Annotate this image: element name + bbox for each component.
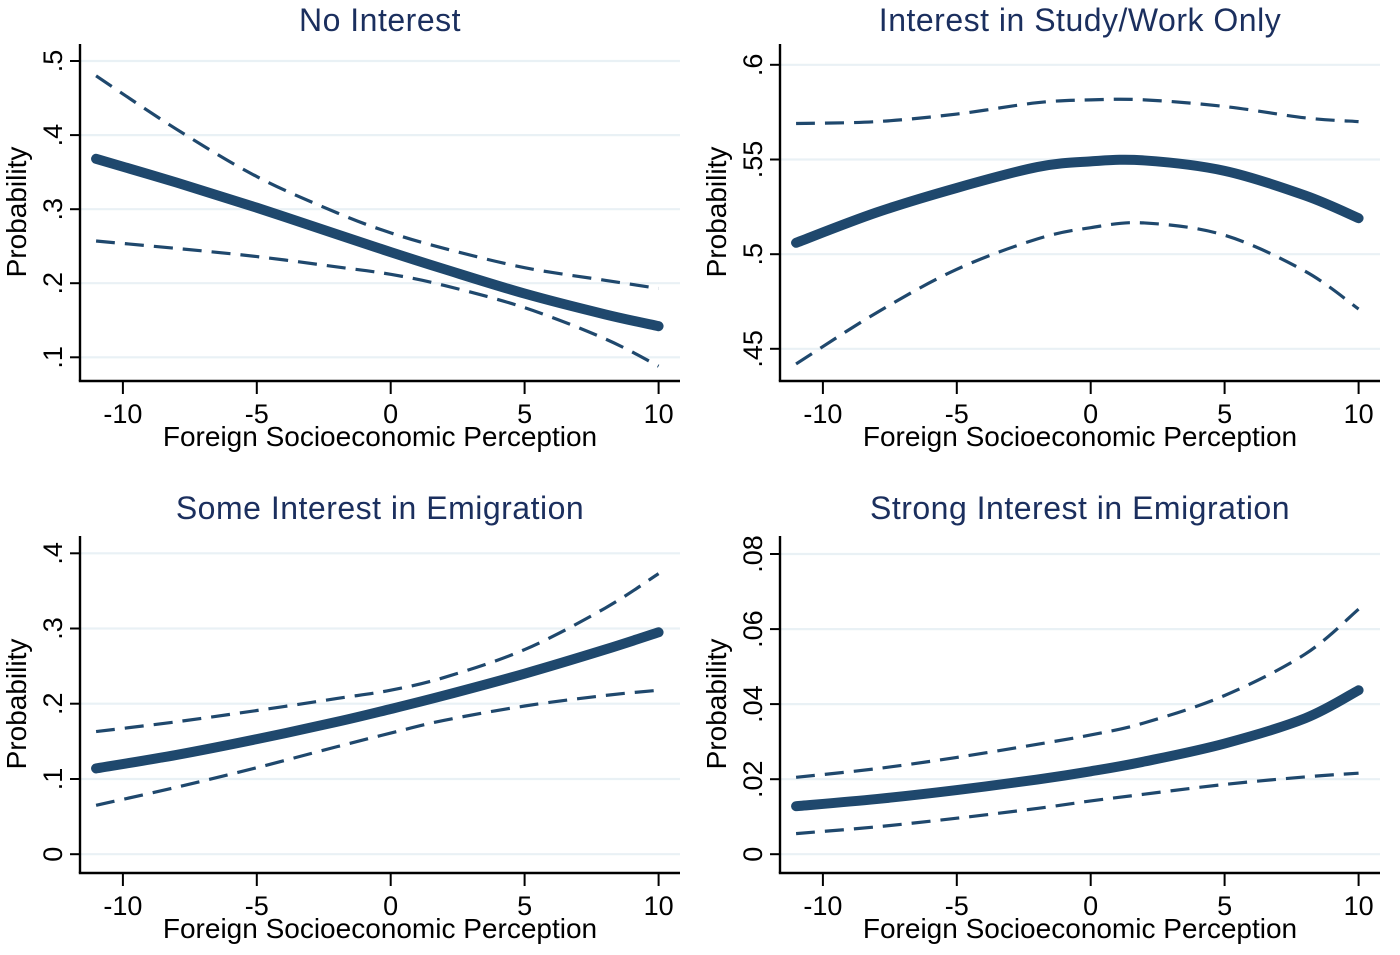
fit-line [791,154,1364,248]
chart-no-interest: .1 .2 .3 .4 .5 -10 -5 0 5 10 [38,44,680,429]
x-axis-title: Foreign Socioeconomic Perception [162,421,598,452]
x-tick-label: 10 [644,891,674,921]
x-tick-label: 5 [517,399,532,429]
x-tick-label: -5 [945,399,969,429]
y-tick-label: .5 [38,50,68,73]
y-tick-label: 0 [38,847,68,862]
y-tick-label: .4 [38,124,68,147]
fit-line [91,153,664,332]
x-tick-label: 0 [383,399,398,429]
panel-some-interest-emigration: 0 .1 .2 .3 .4 -10 -5 0 5 10 Some Interest in Emig… [0,478,700,955]
panel-title: Some Interest in Emigration [175,490,585,526]
fit-line [91,627,664,774]
x-axis-title: Foreign Socioeconomic Perception [862,913,1298,944]
ci-lower-line [95,688,659,807]
y-tick-label: .02 [738,760,768,798]
ci-upper-line [95,572,660,734]
x-tick-label: 10 [644,399,674,429]
chart-some-interest-emigration: 0 .1 .2 .3 .4 -10 -5 0 5 10 [38,536,680,921]
y-tick-label: 0 [738,847,768,862]
x-tick-label: -5 [245,891,269,921]
chart-interest-study-work-only: .45 .5 .55 .6 -10 -5 0 5 10 [738,44,1380,429]
panel-title: Interest in Study/Work Only [878,2,1282,38]
y-tick-label: .4 [38,542,68,565]
ci-upper-line [795,607,1360,779]
panel-title: Strong Interest in Emigration [869,490,1291,526]
x-tick-label: 5 [517,891,532,921]
y-tick-label: .04 [738,685,768,723]
y-tick-label: .2 [38,692,68,715]
x-tick-label: 5 [1217,399,1232,429]
y-tick-label: .5 [738,243,768,266]
x-tick-label: 0 [1083,891,1098,921]
x-tick-label: -10 [103,399,142,429]
y-tick-label: .55 [738,141,768,179]
y-axis-title: Probability [1,638,32,770]
y-tick-label: .1 [38,768,68,791]
x-tick-label: -5 [245,399,269,429]
y-tick-label: .45 [738,330,768,368]
x-axis-title: Foreign Socioeconomic Perception [162,913,598,944]
panel-strong-interest-emigration: 0 .02 .04 .06 .08 -10 -5 0 5 10 Strong Interest i… [700,478,1400,955]
y-tick-label: .3 [38,198,68,221]
y-axis-title: Probability [701,638,732,770]
ci-lower-line [795,221,1360,366]
y-tick-label: .1 [38,346,68,369]
x-tick-label: -10 [103,891,142,921]
ci-upper-line [95,74,659,291]
x-tick-label: 0 [1083,399,1098,429]
x-tick-label: -10 [803,891,842,921]
panel-interest-study-work-only: .45 .5 .55 .6 -10 -5 0 5 10 Interest in Study/Wo… [700,0,1400,478]
y-tick-label: .08 [738,535,768,573]
x-axis-title: Foreign Socioeconomic Perception [862,421,1298,452]
ci-upper-line [796,97,1359,126]
ci-lower-line [795,771,1359,836]
y-axis-title: Probability [701,146,732,278]
y-tick-label: .6 [738,54,768,77]
fit-line [791,685,1364,812]
ci-lower-line [95,239,660,368]
panel-no-interest: .1 .2 .3 .4 .5 -10 -5 0 5 10 No Interest Probabil… [0,0,700,478]
chart-strong-interest-emigration: 0 .02 .04 .06 .08 -10 -5 0 5 10 [738,535,1380,921]
y-tick-label: .06 [738,610,768,648]
x-tick-label: -10 [803,399,842,429]
y-tick-label: .3 [38,617,68,640]
x-tick-label: 10 [1344,399,1374,429]
y-axis-title: Probability [1,146,32,278]
x-tick-label: -5 [945,891,969,921]
x-tick-label: 0 [383,891,398,921]
panel-title: No Interest [298,2,461,38]
x-tick-label: 5 [1217,891,1232,921]
x-tick-label: 10 [1344,891,1374,921]
y-tick-label: .2 [38,272,68,295]
